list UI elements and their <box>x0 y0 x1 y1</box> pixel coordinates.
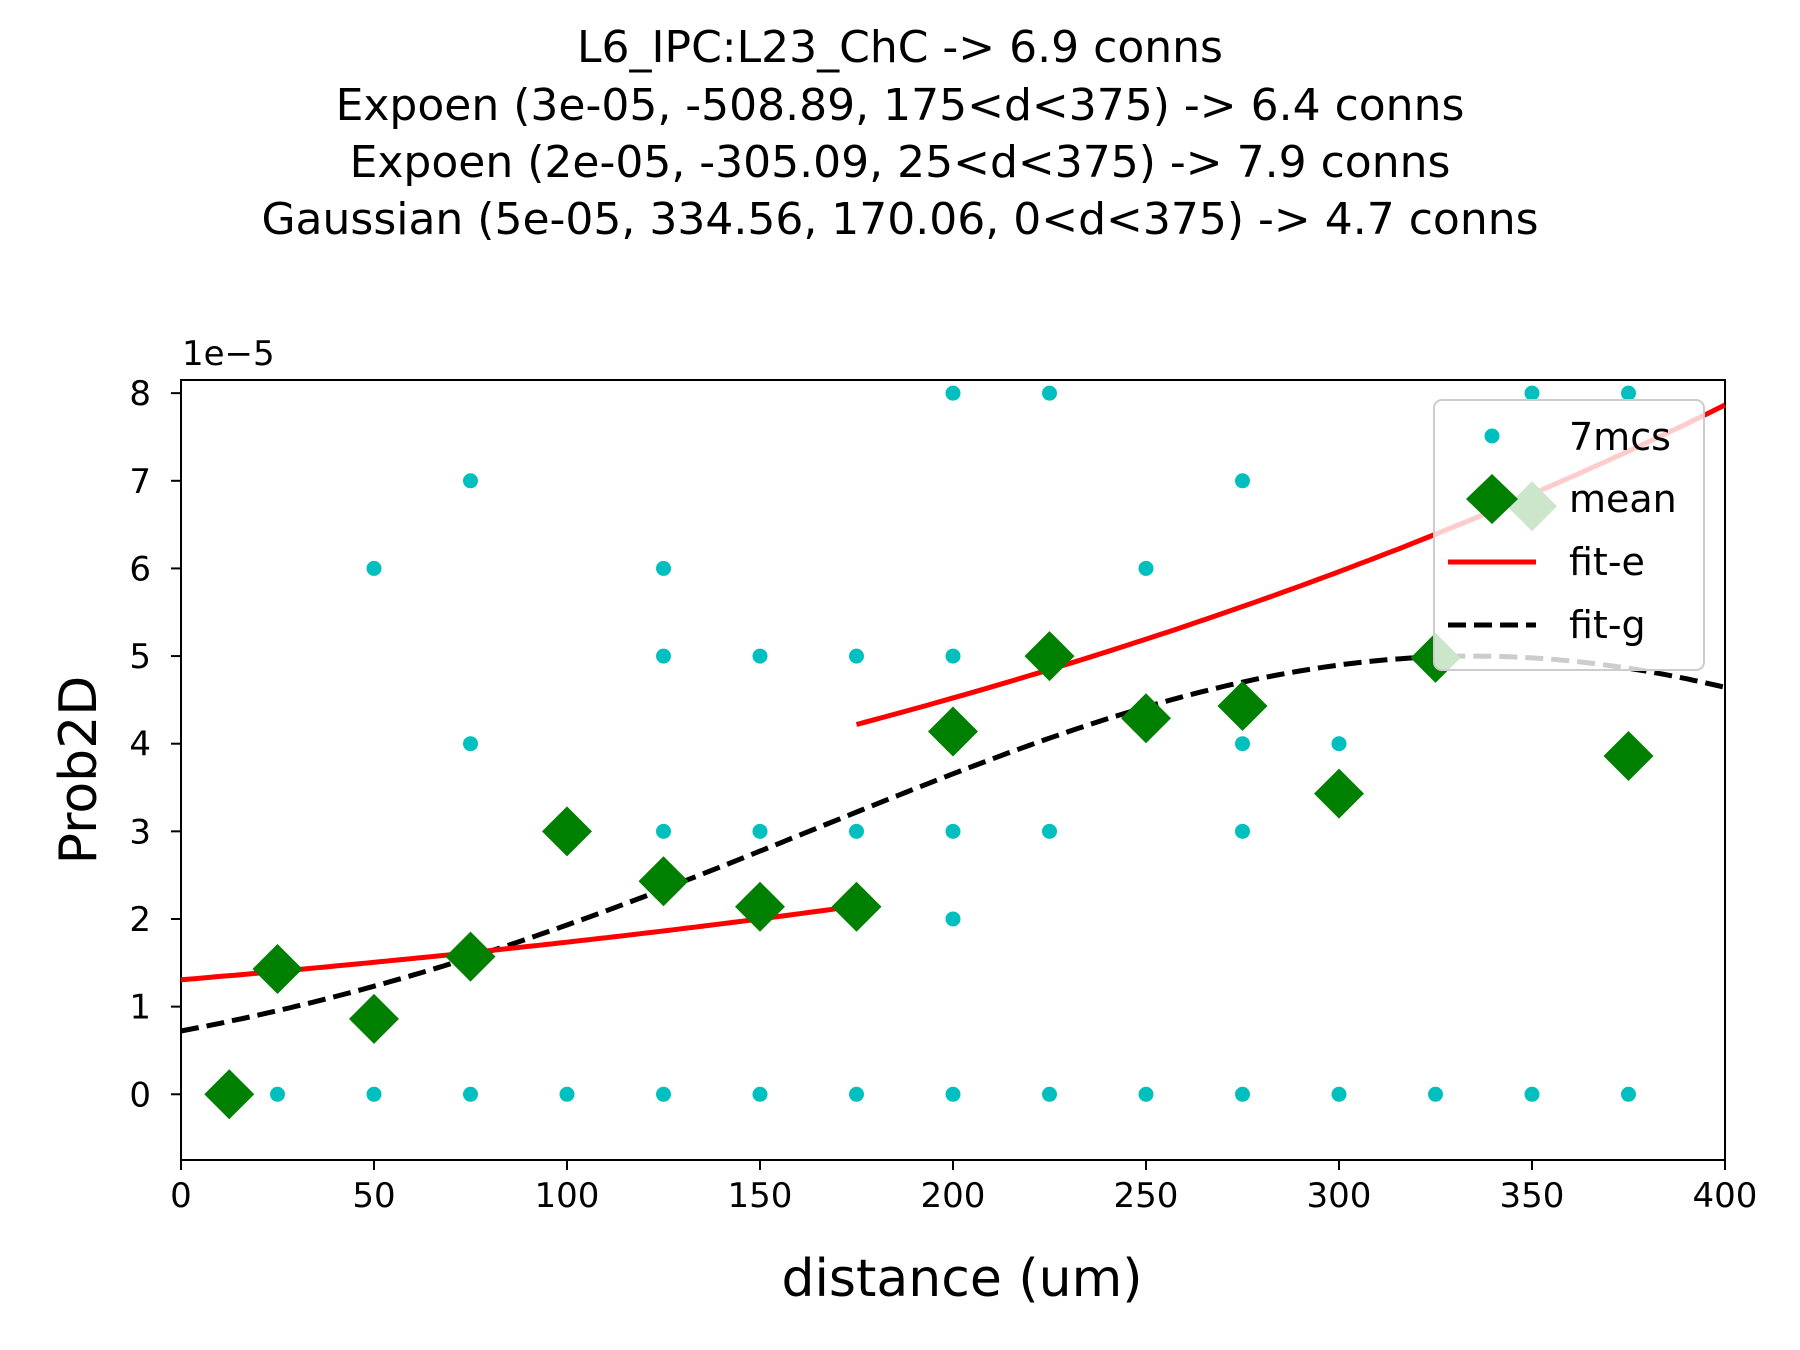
point-7mcs <box>1042 1086 1057 1102</box>
x-axis-label: distance (um) <box>781 1249 1142 1309</box>
title-line-1: L6_IPC:L23_ChC -> 6.9 conns <box>577 22 1223 73</box>
point-7mcs <box>1235 823 1250 839</box>
x-tick-label: 300 <box>1307 1176 1372 1216</box>
y-tick-label: 4 <box>129 725 151 765</box>
point-7mcs <box>463 1086 478 1102</box>
point-7mcs <box>1042 385 1057 401</box>
point-mean <box>445 931 496 982</box>
x-tick-label: 400 <box>1693 1176 1758 1216</box>
legend: 7mcs mean fit-e fit-g <box>1433 399 1705 671</box>
point-mean <box>542 806 592 857</box>
x-tick-label: 100 <box>535 1176 600 1216</box>
y-tick-label: 0 <box>129 1075 151 1115</box>
point-7mcs <box>1331 1086 1347 1102</box>
y-tick-label: 6 <box>129 549 151 589</box>
point-7mcs <box>752 648 768 664</box>
point-mean <box>638 856 689 907</box>
y-tick-label: 2 <box>129 900 151 940</box>
point-7mcs <box>945 1086 961 1102</box>
fit-g-line <box>180 653 1726 1034</box>
point-7mcs <box>752 1086 768 1102</box>
x-axis-ticks: 0 50 100 150 200 250 300 350 400 <box>170 1160 1757 1216</box>
point-mean <box>1603 730 1654 781</box>
point-7mcs <box>1331 736 1347 752</box>
point-7mcs <box>1621 385 1636 401</box>
point-7mcs <box>463 473 478 489</box>
x-tick-label: 200 <box>921 1176 986 1216</box>
point-7mcs <box>1138 560 1154 576</box>
legend-box <box>1433 399 1705 671</box>
y-tick-label: 1 <box>129 988 151 1028</box>
point-mean <box>928 706 978 757</box>
point-7mcs <box>270 1086 285 1102</box>
point-7mcs <box>849 648 864 664</box>
chart-title: L6_IPC:L23_ChC -> 6.9 conns Expoen (3e-0… <box>261 22 1538 245</box>
point-7mcs <box>849 1086 864 1102</box>
point-7mcs <box>656 560 671 576</box>
point-mean <box>1217 681 1268 732</box>
point-7mcs <box>1428 1086 1443 1102</box>
y-tick-label: 5 <box>129 637 151 677</box>
legend-label-7mcs: 7mcs <box>1569 415 1671 459</box>
point-7mcs <box>366 560 382 576</box>
legend-label-fit-e: fit-e <box>1569 540 1645 584</box>
point-7mcs <box>1524 1086 1540 1102</box>
legend-marker-7mcs <box>1484 428 1500 444</box>
point-7mcs <box>1235 473 1250 489</box>
x-tick-label: 350 <box>1500 1176 1565 1216</box>
point-7mcs <box>945 911 961 927</box>
point-7mcs <box>1042 823 1057 839</box>
y-offset-label: 1e−5 <box>182 334 275 374</box>
x-tick-label: 150 <box>728 1176 793 1216</box>
point-7mcs <box>463 736 478 752</box>
point-mean <box>1314 768 1364 819</box>
x-tick-label: 50 <box>352 1176 395 1216</box>
point-7mcs <box>945 648 961 664</box>
y-tick-label: 7 <box>129 462 151 502</box>
y-axis-label: Prob2D <box>49 676 109 865</box>
point-7mcs <box>656 1086 671 1102</box>
point-7mcs <box>366 1086 382 1102</box>
title-line-2: Expoen (3e-05, -508.89, 175<d<375) -> 6.… <box>336 80 1465 131</box>
title-line-4: Gaussian (5e-05, 334.56, 170.06, 0<d<375… <box>261 194 1538 245</box>
point-7mcs <box>849 823 864 839</box>
point-mean <box>831 881 882 932</box>
x-tick-label: 250 <box>1114 1176 1179 1216</box>
point-7mcs <box>1138 1086 1154 1102</box>
point-7mcs <box>656 648 671 664</box>
point-mean <box>1024 631 1075 682</box>
point-7mcs <box>1621 1086 1636 1102</box>
legend-marker-mean <box>1466 474 1518 524</box>
point-7mcs <box>752 823 768 839</box>
point-mean <box>735 881 785 932</box>
title-line-3: Expoen (2e-05, -305.09, 25<d<375) -> 7.9… <box>350 137 1451 188</box>
point-7mcs <box>1235 1086 1250 1102</box>
point-mean <box>204 1069 255 1120</box>
point-mean <box>1121 693 1171 744</box>
point-7mcs <box>559 1086 575 1102</box>
point-7mcs <box>1524 385 1540 401</box>
legend-label-fit-g: fit-g <box>1569 603 1646 647</box>
legend-label-mean: mean <box>1569 477 1677 521</box>
x-tick-label: 0 <box>170 1176 192 1216</box>
y-tick-label: 8 <box>129 374 151 414</box>
point-mean <box>252 943 303 994</box>
point-7mcs <box>656 823 671 839</box>
y-axis-ticks: 0 1 2 3 4 5 6 7 8 <box>129 374 181 1115</box>
point-7mcs <box>945 385 961 401</box>
y-tick-label: 3 <box>129 812 151 852</box>
point-7mcs <box>1235 736 1250 752</box>
point-7mcs <box>945 823 961 839</box>
point-mean <box>349 993 399 1044</box>
